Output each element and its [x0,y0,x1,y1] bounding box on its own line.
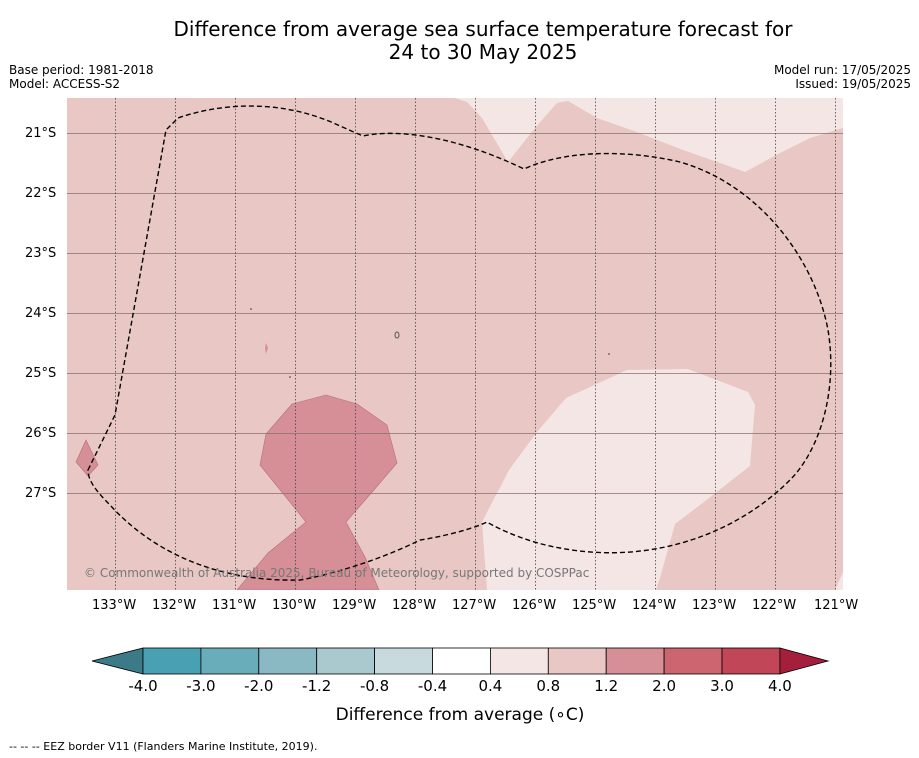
colorbar-tick-label: 3.0 [710,677,734,695]
lon-label-131w: 131°W [212,598,257,613]
lon-label-122w: 122°W [752,598,797,613]
map-title: Difference from average sea surface temp… [0,18,919,64]
map-plot-area [67,98,843,590]
anomaly-region-0.4-0.8-north [455,98,843,172]
colorbar-title: Difference from average (∘C) [335,705,585,725]
lon-label-123w: 123°W [692,598,737,613]
eez-border-line [87,105,832,581]
colorbar-tick-label: 2.0 [652,677,677,695]
issued-date: Issued: 19/05/2025 [795,77,911,91]
title-line-1: Difference from average sea surface temp… [173,17,793,41]
longitude-gridlines [115,98,836,590]
lon-label-130w: 130°W [272,598,317,613]
lon-label-126w: 126°W [512,598,557,613]
colorbar-tick-label: -4.0 [128,677,158,695]
lat-label-27s: 27°S [25,486,57,501]
colorbar-tick-label: -0.4 [417,677,448,695]
colorbar-tick-label: -0.8 [359,677,390,695]
lon-label-129w: 129°W [332,598,377,613]
latitude-gridlines [67,133,843,494]
title-line-2: 24 to 30 May 2025 [388,40,578,64]
anomaly-region-0.8-1.2 [67,98,843,590]
lat-label-25s: 25°S [25,366,57,381]
meta-right: Model run: 17/05/2025 Issued: 19/05/2025 [774,63,911,91]
lat-label-21s: 21°S [25,126,57,141]
anomaly-speck [289,376,291,378]
colorbar-tick-label: 0.8 [536,677,561,695]
anomaly-region-0.4-0.8-corner [835,572,843,590]
copyright-notice: © Commonwealth of Australia 2025, Bureau… [84,566,590,580]
model-name: Model: ACCESS-S2 [9,77,121,91]
lat-label-24s: 24°S [25,306,57,321]
model-run: Model run: 17/05/2025 [773,63,911,77]
anomaly-speck [250,308,252,310]
lon-label-124w: 124°W [632,598,677,613]
anomaly-region-0.4-0.8-south [482,369,755,590]
lon-label-125w: 125°W [572,598,617,613]
anomaly-speck [394,331,400,339]
colorbar-tick-label: -1.2 [302,677,332,695]
lat-label-26s: 26°S [25,426,57,441]
colorbar-tick-label: -2.0 [244,677,274,695]
lon-label-121w: 121°W [814,598,859,613]
colorbar-tick-label: 0.4 [478,677,503,695]
anomaly-speck [608,353,610,355]
lat-label-22s: 22°S [25,186,57,201]
lon-label-128w: 128°W [392,598,437,613]
lon-label-132w: 132°W [152,598,197,613]
meta-left: Base period: 1981-2018 Model: ACCESS-S2 [9,63,154,91]
lon-label-133w: 133°W [92,598,137,613]
lon-label-127w: 127°W [452,598,497,613]
colorbar-tick-label: 4.0 [767,677,792,695]
colorbar-tick-label: -3.0 [186,677,216,695]
colorbar-tick-label: 1.2 [594,677,619,695]
eez-footnote: -- -- -- EEZ border V11 (Flanders Marine… [9,740,318,753]
base-period: Base period: 1981-2018 [9,63,154,77]
anomaly-region-1.2-2.0-west [75,439,99,477]
lat-label-23s: 23°S [25,246,57,261]
anomaly-speck [265,343,268,354]
anomaly-region-1.2-2.0-main [236,394,398,590]
